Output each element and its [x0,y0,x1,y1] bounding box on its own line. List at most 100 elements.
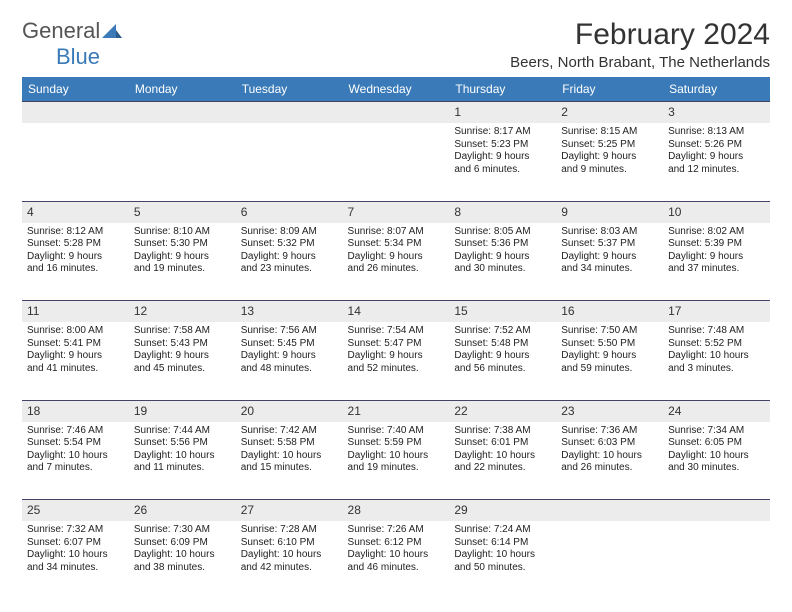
day-number-cell: 7 [343,201,450,223]
day-info-line: Daylight: 9 hours [668,151,765,164]
day-info-line: Daylight: 10 hours [348,549,445,562]
day-info-line: Sunrise: 7:48 AM [668,325,765,338]
day-number-cell: 16 [556,301,663,323]
day-info-line: Sunrise: 8:17 AM [454,126,551,139]
day-info-line: and 26 minutes. [561,462,658,475]
day-number-cell: 22 [449,400,556,422]
day-info-line: Daylight: 10 hours [134,450,231,463]
day-info-cell: Sunrise: 8:15 AMSunset: 5:25 PMDaylight:… [556,123,663,201]
day-info-line: Sunrise: 7:42 AM [241,425,338,438]
day-info-line: Sunrise: 7:46 AM [27,425,124,438]
day-info-line: Sunset: 5:32 PM [241,238,338,251]
day-info-line: Daylight: 9 hours [134,350,231,363]
day-info-line: and 9 minutes. [561,164,658,177]
day-info-cell: Sunrise: 7:34 AMSunset: 6:05 PMDaylight:… [663,422,770,500]
day-number-cell: 6 [236,201,343,223]
day-info-line: Sunrise: 7:50 AM [561,325,658,338]
day-info-line: and 30 minutes. [668,462,765,475]
day-info-row: Sunrise: 7:46 AMSunset: 5:54 PMDaylight:… [22,422,770,500]
brand-logo: General Blue [22,18,122,70]
day-info-line: Sunset: 5:48 PM [454,338,551,351]
day-info-cell: Sunrise: 7:28 AMSunset: 6:10 PMDaylight:… [236,521,343,599]
day-info-cell: Sunrise: 8:03 AMSunset: 5:37 PMDaylight:… [556,223,663,301]
day-info-cell [663,521,770,599]
day-info-line: Sunset: 5:23 PM [454,139,551,152]
day-number-cell: 26 [129,500,236,522]
day-info-line: Sunrise: 7:44 AM [134,425,231,438]
weekday-header-row: Sunday Monday Tuesday Wednesday Thursday… [22,77,770,102]
day-info-line: Sunset: 5:30 PM [134,238,231,251]
day-info-line: Sunrise: 7:30 AM [134,524,231,537]
day-info-line: Sunset: 5:34 PM [348,238,445,251]
day-info-line: and 34 minutes. [561,263,658,276]
day-info-line: Sunrise: 8:10 AM [134,226,231,239]
day-info-line: Sunset: 5:37 PM [561,238,658,251]
day-info-cell: Sunrise: 8:12 AMSunset: 5:28 PMDaylight:… [22,223,129,301]
day-number-cell: 23 [556,400,663,422]
day-info-cell: Sunrise: 7:40 AMSunset: 5:59 PMDaylight:… [343,422,450,500]
day-info-line: Daylight: 9 hours [454,151,551,164]
day-info-line: Sunset: 5:45 PM [241,338,338,351]
day-info-line: and 38 minutes. [134,562,231,575]
day-info-line: and 19 minutes. [348,462,445,475]
day-info-cell: Sunrise: 7:44 AMSunset: 5:56 PMDaylight:… [129,422,236,500]
day-info-line: and 15 minutes. [241,462,338,475]
day-number-cell: 18 [22,400,129,422]
day-info-line: and 6 minutes. [454,164,551,177]
day-info-line: Daylight: 9 hours [348,350,445,363]
day-info-line: Daylight: 10 hours [134,549,231,562]
calendar-table: Sunday Monday Tuesday Wednesday Thursday… [22,77,770,599]
day-info-cell: Sunrise: 7:50 AMSunset: 5:50 PMDaylight:… [556,322,663,400]
day-info-line: Sunset: 6:03 PM [561,437,658,450]
day-info-line: Sunrise: 7:40 AM [348,425,445,438]
day-info-line: Daylight: 9 hours [27,350,124,363]
day-info-line: and 16 minutes. [27,263,124,276]
location-label: Beers, North Brabant, The Netherlands [510,54,770,71]
day-info-line: Sunrise: 7:58 AM [134,325,231,338]
brand-blue: Blue [56,44,100,69]
day-info-cell: Sunrise: 8:17 AMSunset: 5:23 PMDaylight:… [449,123,556,201]
day-info-line: and 37 minutes. [668,263,765,276]
weekday-header: Saturday [663,77,770,102]
day-number-cell: 5 [129,201,236,223]
day-info-line: Daylight: 9 hours [561,151,658,164]
day-info-cell: Sunrise: 8:02 AMSunset: 5:39 PMDaylight:… [663,223,770,301]
day-info-line: and 7 minutes. [27,462,124,475]
day-info-line: and 56 minutes. [454,363,551,376]
day-info-line: Sunset: 5:52 PM [668,338,765,351]
day-info-line: Sunrise: 7:36 AM [561,425,658,438]
day-number-cell: 27 [236,500,343,522]
day-info-line: and 45 minutes. [134,363,231,376]
day-number-row: 2526272829 [22,500,770,522]
day-info-line: Sunrise: 7:26 AM [348,524,445,537]
logo-sail-icon [102,18,122,44]
day-info-row: Sunrise: 7:32 AMSunset: 6:07 PMDaylight:… [22,521,770,599]
day-number-cell: 24 [663,400,770,422]
day-info-line: Sunset: 5:50 PM [561,338,658,351]
day-number-row: 123 [22,102,770,124]
day-info-line: Sunset: 5:26 PM [668,139,765,152]
day-info-line: Sunrise: 8:15 AM [561,126,658,139]
day-info-line: Sunrise: 7:52 AM [454,325,551,338]
day-info-line: Daylight: 9 hours [454,350,551,363]
day-info-cell: Sunrise: 8:10 AMSunset: 5:30 PMDaylight:… [129,223,236,301]
day-info-cell: Sunrise: 7:36 AMSunset: 6:03 PMDaylight:… [556,422,663,500]
day-info-line: Sunrise: 7:34 AM [668,425,765,438]
day-info-line: Sunset: 5:47 PM [348,338,445,351]
weekday-header: Wednesday [343,77,450,102]
day-info-cell: Sunrise: 7:24 AMSunset: 6:14 PMDaylight:… [449,521,556,599]
day-info-line: Sunrise: 8:07 AM [348,226,445,239]
day-number-cell: 25 [22,500,129,522]
day-info-line: and 11 minutes. [134,462,231,475]
day-number-row: 11121314151617 [22,301,770,323]
day-info-line: Sunrise: 7:56 AM [241,325,338,338]
day-info-cell [22,123,129,201]
day-info-line: Sunrise: 7:28 AM [241,524,338,537]
day-info-line: and 30 minutes. [454,263,551,276]
day-info-line: Daylight: 10 hours [561,450,658,463]
day-info-line: and 19 minutes. [134,263,231,276]
day-info-line: Daylight: 9 hours [668,251,765,264]
day-info-cell: Sunrise: 7:38 AMSunset: 6:01 PMDaylight:… [449,422,556,500]
day-info-line: Daylight: 9 hours [241,350,338,363]
day-number-cell [556,500,663,522]
